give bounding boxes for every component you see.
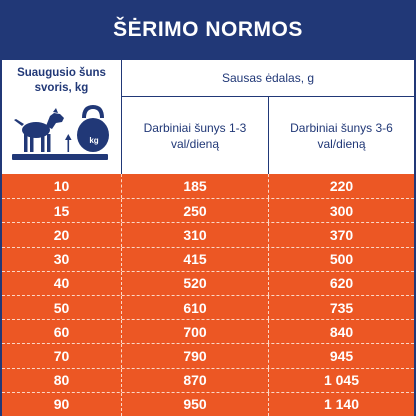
work-1-3h-cell: 610 [183,299,207,316]
table-row: 90 950 1 140 [2,391,414,416]
cell-divider [268,344,269,368]
weight-column-header: Suaugusio šuns svoris, kg [17,67,106,94]
work-1-3h-cell: 250 [183,202,207,219]
work-3-6h-cell: 735 [329,299,354,316]
cell-divider [121,271,122,295]
table-row: 30 415 500 [2,246,414,271]
work-3-6h-cell: 840 [329,323,354,340]
weight-cell: 80 [53,372,70,389]
kettlebell-label: kg [89,136,99,145]
cell-divider [121,320,122,344]
cell-divider [121,344,122,368]
table-header: Suaugusio šuns svoris, kg [2,60,414,174]
cell-divider [268,368,269,392]
work-3-6h-cell: 620 [329,275,354,292]
weight-cell: 90 [53,396,70,413]
weight-cell: 30 [53,251,70,268]
weight-cell: 60 [53,323,70,340]
dog-and-kettlebell-icon [12,104,109,160]
table-row: 15 250 300 [2,198,414,223]
table-row: 50 610 735 [2,294,414,320]
weight-cell: 70 [53,347,70,364]
cell-divider [121,368,122,392]
work-1-3h-cell: 950 [183,396,207,413]
weight-cell: 50 [53,299,70,316]
cell-divider [121,392,122,416]
cell-divider [268,223,269,247]
work-3-6h-cell: 220 [329,178,354,195]
header-divider [121,60,122,174]
work-1-3h-cell: 700 [183,323,207,340]
table-title: ŠĖRIMO NORMOS [2,0,414,60]
table-row: 60 700 840 [2,319,414,344]
table-row: 80 870 1 045 [2,367,414,392]
table-row: 40 520 620 [2,270,414,295]
work-3-6h-cell: 1 045 [323,372,360,389]
work-3-6h-column-header: Darbiniai šunys 3-6 val/dieną [290,120,393,151]
table-body: 10 185 220 15 250 300 20 310 370 30 415 500 40 520 620… [2,174,414,416]
work-1-3h-cell: 520 [183,275,207,292]
header-divider [121,96,414,97]
work-1-3h-cell: 310 [183,226,207,243]
work-3-6h-cell: 945 [329,347,354,364]
cell-divider [121,174,122,199]
cell-divider [121,247,122,271]
table-row: 10 185 220 [2,174,414,199]
work-1-3h-cell: 790 [183,347,207,364]
cell-divider [268,295,269,320]
dry-food-column-header: Sausas ėdalas, g [221,71,315,85]
work-1-3h-cell: 415 [183,251,207,268]
cell-divider [121,199,122,223]
table-row: 20 310 370 [2,222,414,247]
weight-cell: 10 [53,178,70,195]
work-3-6h-cell: 300 [329,202,354,219]
work-3-6h-cell: 370 [329,226,354,243]
work-1-3h-cell: 185 [183,178,207,195]
cell-divider [268,271,269,295]
work-1-3h-cell: 870 [183,372,207,389]
weight-cell: 20 [53,226,70,243]
work-1-3h-column-header: Darbiniai šunys 1-3 val/dieną [143,120,247,151]
cell-divider [268,174,269,199]
cell-divider [268,392,269,416]
table-row: 70 790 945 [2,343,414,368]
work-3-6h-cell: 1 140 [323,396,360,413]
work-3-6h-cell: 500 [329,251,354,268]
header-divider [268,96,269,174]
weight-cell: 15 [53,202,70,219]
cell-divider [268,247,269,271]
cell-divider [121,295,122,320]
cell-divider [268,320,269,344]
cell-divider [268,199,269,223]
weight-cell: 40 [53,275,70,292]
cell-divider [121,223,122,247]
